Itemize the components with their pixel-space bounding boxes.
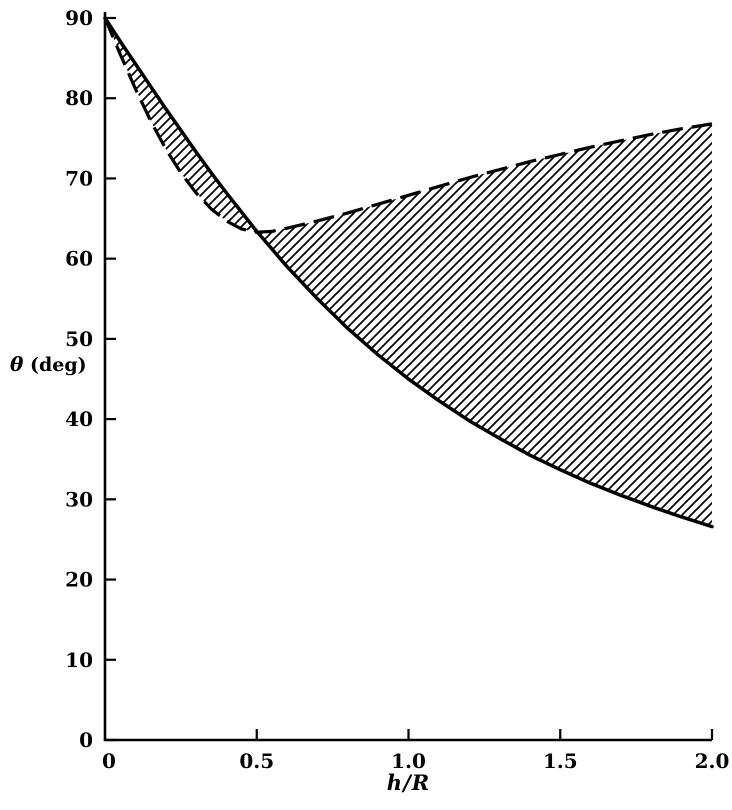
hatched-region (105, 18, 712, 527)
y-tick-label: 70 (65, 166, 93, 190)
x-tick-label: 2.0 (695, 749, 730, 773)
solid-curve (103, 16, 714, 529)
y-tick-label: 40 (65, 407, 93, 431)
x-tick-label: 1.0 (391, 749, 426, 773)
y-tick-label: 0 (79, 728, 93, 752)
theta-symbol: θ (10, 352, 24, 376)
x-axis-label: h/R (386, 770, 431, 795)
y-tick-label: 50 (65, 327, 93, 351)
y-axis-label: θ (deg) (10, 352, 102, 376)
y-axis-unit: (deg) (23, 354, 87, 376)
x-tick-label: 1.5 (543, 749, 578, 773)
y-tick-label: 20 (65, 568, 93, 592)
y-tick-label: 10 (65, 648, 93, 672)
x-tick-label: 0.5 (239, 749, 274, 773)
y-tick-label: 80 (65, 86, 93, 110)
y-tick-label: 30 (65, 487, 93, 511)
x-tick-label: 0 (102, 749, 116, 773)
dashed-curve (103, 17, 713, 234)
y-tick-label: 60 (65, 247, 93, 271)
y-tick-label: 90 (65, 6, 93, 30)
